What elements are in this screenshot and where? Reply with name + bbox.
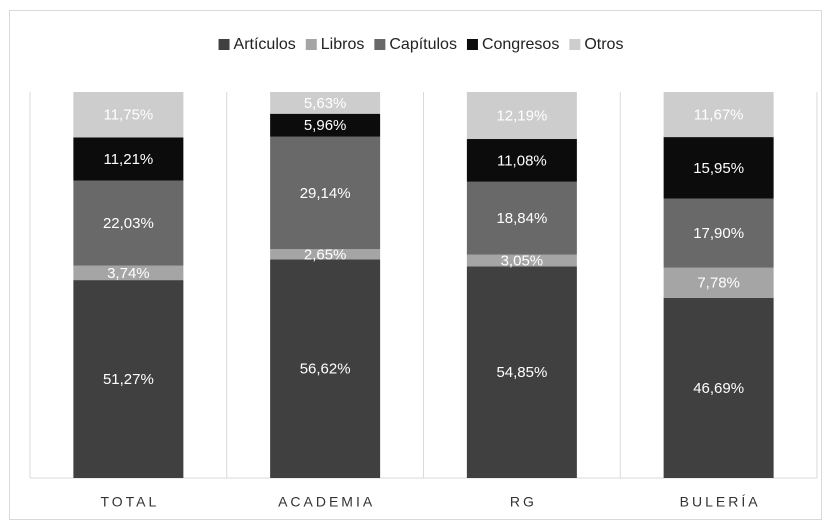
bar-segment — [270, 136, 381, 250]
bar-segment — [73, 92, 184, 138]
data-label: 11,75% — [103, 107, 153, 124]
bar-segment — [73, 265, 184, 281]
x-tick-label: RG — [510, 494, 537, 510]
legend-label: Capítulos — [389, 36, 457, 53]
data-label: 56,62% — [300, 361, 351, 378]
data-label: 7,78% — [697, 275, 740, 292]
bar-segment — [466, 254, 577, 267]
data-label: 2,65% — [304, 246, 347, 263]
data-label: 5,63% — [304, 95, 347, 112]
data-label: 18,84% — [496, 210, 547, 227]
legend-swatch — [305, 39, 317, 50]
data-label: 12,19% — [496, 107, 547, 124]
legend-label: Artículos — [234, 36, 296, 53]
bar-segment — [663, 198, 774, 268]
data-label: 29,14% — [300, 185, 351, 202]
data-label: 3,05% — [501, 252, 544, 269]
bar-segment — [270, 113, 381, 137]
bar-segment — [466, 139, 577, 182]
legend-label: Otros — [584, 36, 623, 53]
bar-segment — [270, 259, 381, 478]
x-tick-label: TOTAL — [100, 494, 159, 510]
legend-label: Libros — [321, 36, 365, 53]
bar-segment — [466, 181, 577, 255]
data-label: 46,69% — [693, 380, 744, 397]
data-label: 17,90% — [693, 225, 744, 242]
data-label: 15,95% — [693, 160, 744, 177]
bar-segment — [663, 137, 774, 199]
x-tick-label: BULERÍA — [680, 494, 761, 510]
data-label: 22,03% — [103, 215, 154, 232]
bar-segment — [73, 280, 184, 478]
bar-segment — [466, 266, 577, 478]
legend-swatch — [569, 39, 581, 50]
data-label: 11,67% — [694, 107, 744, 124]
legend-label: Congresos — [482, 36, 559, 53]
bar-segment — [270, 92, 381, 114]
bar-segment — [270, 249, 381, 260]
data-label: 11,08% — [497, 152, 547, 169]
data-label: 54,85% — [496, 364, 547, 381]
bar-segment — [663, 297, 774, 478]
data-label: 11,21% — [103, 151, 153, 168]
bar-segment — [663, 92, 774, 138]
legend-swatch — [374, 39, 386, 50]
data-label: 51,27% — [103, 371, 154, 388]
bar-segment — [663, 267, 774, 298]
bar-segment — [73, 137, 184, 181]
data-label: 3,74% — [107, 265, 150, 282]
data-label: 5,96% — [304, 117, 347, 134]
legend-swatch — [466, 39, 478, 50]
legend-swatch — [218, 39, 230, 50]
bar-segment — [73, 180, 184, 266]
bar-segment — [466, 91, 577, 140]
x-tick-label: ACADEMIA — [278, 494, 375, 510]
